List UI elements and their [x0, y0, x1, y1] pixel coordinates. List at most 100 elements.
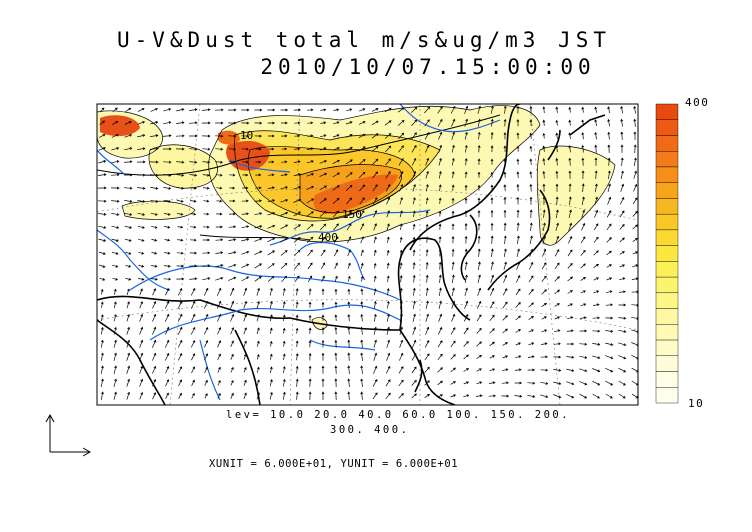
- wind-vector: [463, 314, 469, 322]
- wind-vector: [100, 326, 104, 335]
- wind-vector: [410, 106, 418, 113]
- wind-vector: [464, 261, 468, 270]
- wind-vector: [360, 339, 364, 348]
- wind-vector: [385, 158, 391, 166]
- wind-vector: [216, 186, 223, 190]
- wind-vector: [567, 249, 573, 257]
- wind-vector: [516, 119, 520, 127]
- wind-vector: [386, 210, 390, 218]
- wind-vector: [189, 238, 197, 242]
- wind-vector: [451, 236, 455, 244]
- wind-vector: [554, 329, 561, 333]
- wind-vector: [269, 314, 273, 322]
- wind-vector: [580, 303, 587, 307]
- wind-vector: [164, 339, 170, 348]
- wind-vector: [163, 277, 172, 281]
- wind-vector: [490, 197, 494, 205]
- colorbar-swatch: [655, 276, 679, 294]
- wind-vector: [605, 316, 614, 320]
- wind-vector: [295, 288, 299, 296]
- wind-vector: [345, 172, 353, 178]
- wind-vector: [398, 145, 404, 153]
- wind-vector: [425, 157, 430, 166]
- wind-vector: [100, 378, 104, 387]
- wind-vector: [633, 170, 638, 179]
- wind-vector: [256, 379, 260, 387]
- wind-vector: [345, 184, 353, 191]
- wind-vector: [451, 184, 455, 191]
- wind-vector: [451, 261, 455, 270]
- wind-vector: [202, 277, 211, 281]
- wind-vector: [152, 352, 157, 361]
- wind-vector: [555, 196, 559, 205]
- wind-vector: [502, 368, 509, 372]
- wind-vector: [360, 288, 364, 295]
- wind-vector: [125, 277, 132, 281]
- wind-vector: [438, 274, 442, 283]
- wind-vector: [152, 300, 157, 309]
- wind-vector: [566, 368, 575, 372]
- wind-vector: [217, 379, 221, 386]
- wind-vector: [529, 106, 533, 114]
- plot-frame: [96, 103, 639, 406]
- wind-vector: [529, 171, 533, 179]
- wind-vector: [111, 147, 120, 151]
- wind-vector: [489, 341, 495, 347]
- wind-vector: [580, 277, 586, 281]
- wind-vector: [254, 121, 263, 125]
- wind-vector: [139, 378, 144, 387]
- wind-vector: [321, 275, 325, 282]
- wind-vector: [178, 392, 182, 399]
- wind-vector: [267, 199, 276, 203]
- wind-vector: [567, 263, 573, 269]
- wind-vector: [269, 379, 273, 387]
- wind-vector: [464, 144, 468, 153]
- wind-vector: [230, 300, 235, 309]
- wind-vector: [568, 170, 572, 179]
- wind-vector: [424, 132, 430, 140]
- wind-vector: [215, 134, 224, 138]
- wind-vector: [476, 314, 482, 322]
- wind-vector: [98, 173, 107, 177]
- wind-vector: [437, 340, 443, 348]
- wind-vector: [554, 289, 560, 295]
- wind-vector: [527, 368, 536, 372]
- wind-vector: [360, 301, 364, 309]
- wind-vector: [425, 170, 429, 179]
- wind-vector: [189, 251, 197, 255]
- wind-vector: [425, 287, 429, 296]
- wind-vector: [568, 132, 572, 140]
- wind-vector: [228, 238, 237, 242]
- wind-vector: [203, 327, 209, 335]
- wind-vector: [280, 173, 288, 177]
- wind-vector: [164, 300, 170, 309]
- wind-vector: [228, 160, 236, 164]
- wind-vector: [542, 248, 547, 257]
- wind-vector: [567, 276, 573, 282]
- wind-vector: [151, 238, 158, 242]
- wind-vector: [189, 277, 198, 281]
- wind-vector: [386, 223, 390, 231]
- wind-vector: [98, 133, 106, 138]
- wind-vector: [425, 210, 429, 217]
- wind-vector: [568, 222, 573, 231]
- wind-vector: [464, 235, 468, 244]
- wind-vector: [360, 352, 364, 361]
- wind-vector: [607, 106, 611, 114]
- wind-vector: [516, 248, 520, 257]
- wind-vector: [126, 339, 131, 348]
- wind-vector: [399, 326, 404, 335]
- wind-vector: [190, 300, 196, 309]
- wind-vector: [295, 353, 299, 361]
- wind-vector: [254, 237, 263, 242]
- wind-vector: [100, 391, 104, 400]
- wind-vector: [165, 288, 170, 296]
- wind-vector: [633, 144, 637, 154]
- wind-vector: [308, 314, 312, 321]
- wind-vector: [254, 276, 262, 282]
- wind-vector: [139, 391, 144, 400]
- wind-vector: [228, 276, 237, 281]
- wind-vector: [215, 238, 224, 242]
- wind-vector: [204, 340, 209, 348]
